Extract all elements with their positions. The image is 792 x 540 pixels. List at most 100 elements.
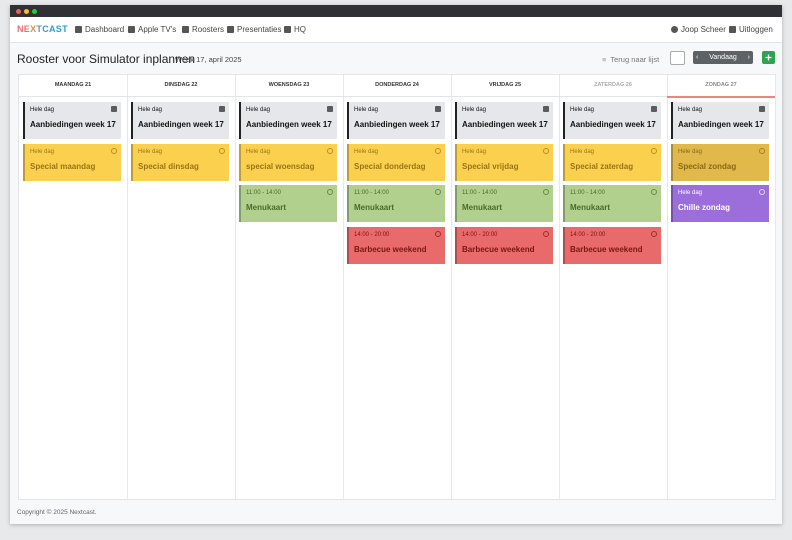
nav-link[interactable]: Presentaties [227,25,281,34]
event-title: Aanbiedingen week 17 [30,120,116,129]
day-header: ZONDAG 27 [667,75,775,98]
nav-link[interactable]: Apple TV's [128,25,176,34]
back-link[interactable]: ≡ Terug naar lijst [602,55,659,64]
event[interactable]: 14:00 - 20:00 Barbecue weekend [455,226,553,264]
event[interactable]: Hele dag Aanbiedingen week 17 [671,102,769,139]
event-title: Aanbiedingen week 17 [246,120,332,129]
event-title: Aanbiedingen week 17 [570,120,656,129]
day-column: WOENSDAG 23 Hele dag Aanbiedingen week 17 H… [235,75,344,499]
event-time: Hele dag [138,148,163,155]
today-label[interactable]: Vandaag [709,54,737,61]
event[interactable]: 14:00 - 20:00 Barbecue weekend [347,226,445,264]
navbar: NEXTCAST Joop Scheer Uitloggen Dashboard… [10,17,782,43]
event[interactable]: 11:00 - 14:00 Menukaart [563,185,661,222]
event-title: special woensdag [246,161,315,171]
event-time: Hele dag [570,148,595,155]
event[interactable]: Hele dag Special maandag [23,143,121,181]
maximize-dot[interactable] [32,9,37,14]
event-time: 11:00 - 14:00 [246,190,281,196]
event-time: Hele dag [246,148,271,155]
nav-label: Apple TV's [138,25,177,34]
event-icon [435,147,441,154]
nav-label: HQ [294,25,306,34]
event-title: Special maandag [30,161,96,171]
event-time: 11:00 - 14:00 [570,190,605,196]
event[interactable]: Hele dag Aanbiedingen week 17 [563,102,661,139]
event[interactable]: 11:00 - 14:00 Menukaart [347,185,445,222]
event-title: Aanbiedingen week 17 [354,120,440,129]
add-icon [765,54,772,61]
event-time: 14:00 - 20:00 [354,231,390,238]
nav-link[interactable]: HQ [284,25,306,34]
next-arrow[interactable]: › [747,54,750,61]
event-time: Hele dag [354,107,379,113]
nav-link[interactable]: Dashboard [75,25,124,34]
event-icon [543,230,549,237]
event[interactable]: Hele dag Special zondag [671,143,769,181]
day-column: ZONDAG 27 Hele dag Aanbiedingen week 17 Hel… [667,75,776,499]
event[interactable]: 11:00 - 14:00 Menukaart [239,185,337,222]
event-icon [651,189,657,195]
nav-label: Roosters [192,25,225,34]
day-header: VRIJDAG 25 [451,75,559,97]
event-title: Aanbiedingen week 17 [678,120,764,129]
event-time: Hele dag [462,107,487,113]
nav-icon [227,26,234,33]
event[interactable]: Hele dag Special donderdag [347,143,445,181]
event[interactable]: Hele dag special woensdag [239,143,337,181]
minimize-dot[interactable] [24,9,29,14]
title-bar [10,5,782,17]
brand[interactable]: NEXTCAST [17,24,68,34]
close-dot[interactable] [16,9,21,14]
nav-label: Dashboard [85,25,125,34]
back-label: Terug naar lijst [610,55,660,64]
event[interactable]: Hele dag Special vrijdag [455,143,553,181]
day-header: MAANDAG 21 [19,75,127,97]
event-title: Barbecue weekend [570,244,643,254]
event[interactable]: 14:00 - 20:00 Barbecue weekend [563,226,661,264]
event-icon [543,189,549,195]
user[interactable]: Joop Scheer [671,25,726,34]
page-subtitle: Week 17, april 2025 [175,55,242,64]
event-title: Barbecue weekend [462,244,535,254]
day-header: DONDERDAG 24 [343,75,451,97]
today-nav[interactable]: ‹ Vandaag › [693,51,753,64]
event-title: Aanbiedingen week 17 [462,120,548,129]
event[interactable]: Hele dag Aanbiedingen week 17 [239,102,337,139]
nav-link[interactable]: Roosters [182,25,224,34]
event-title: Special zaterdag [570,161,634,171]
day-column: DONDERDAG 24 Hele dag Aanbiedingen week 17… [343,75,452,499]
event-title: Chille zondag [678,203,730,212]
event[interactable]: Hele dag Chille zondag [671,185,769,222]
event[interactable]: Hele dag Aanbiedingen week 17 [23,102,121,139]
event-title: Aanbiedingen week 17 [138,120,224,129]
event[interactable]: Hele dag Special dinsdag [131,143,229,181]
event-title: Special dinsdag [138,161,199,171]
list-icon: ≡ [602,55,607,64]
event-time: Hele dag [678,148,703,155]
browser-window: NEXTCAST Joop Scheer Uitloggen Dashboard… [10,5,782,524]
more-button[interactable] [670,51,685,65]
event[interactable]: Hele dag Special zaterdag [563,143,661,181]
logout[interactable]: Uitloggen [729,25,773,34]
nav-label: Presentaties [237,25,282,34]
event[interactable]: 11:00 - 14:00 Menukaart [455,185,553,222]
event-time: Hele dag [30,148,55,155]
add-button[interactable] [762,51,775,64]
event-icon [435,189,441,195]
event-icon [219,147,225,154]
event-time: Hele dag [246,107,271,113]
event-title: Special donderdag [354,161,426,171]
day-column: MAANDAG 21 Hele dag Aanbiedingen week 17 He… [19,75,128,499]
event-time: 14:00 - 20:00 [570,231,606,238]
prev-arrow[interactable]: ‹ [696,54,699,61]
nav-icon [182,26,189,33]
event-icon [651,147,657,154]
event[interactable]: Hele dag Aanbiedingen week 17 [455,102,553,139]
event-time: Hele dag [678,190,703,196]
event[interactable]: Hele dag Aanbiedingen week 17 [131,102,229,139]
nav-icon [128,26,135,33]
event[interactable]: Hele dag Aanbiedingen week 17 [347,102,445,139]
event-icon [543,106,549,112]
